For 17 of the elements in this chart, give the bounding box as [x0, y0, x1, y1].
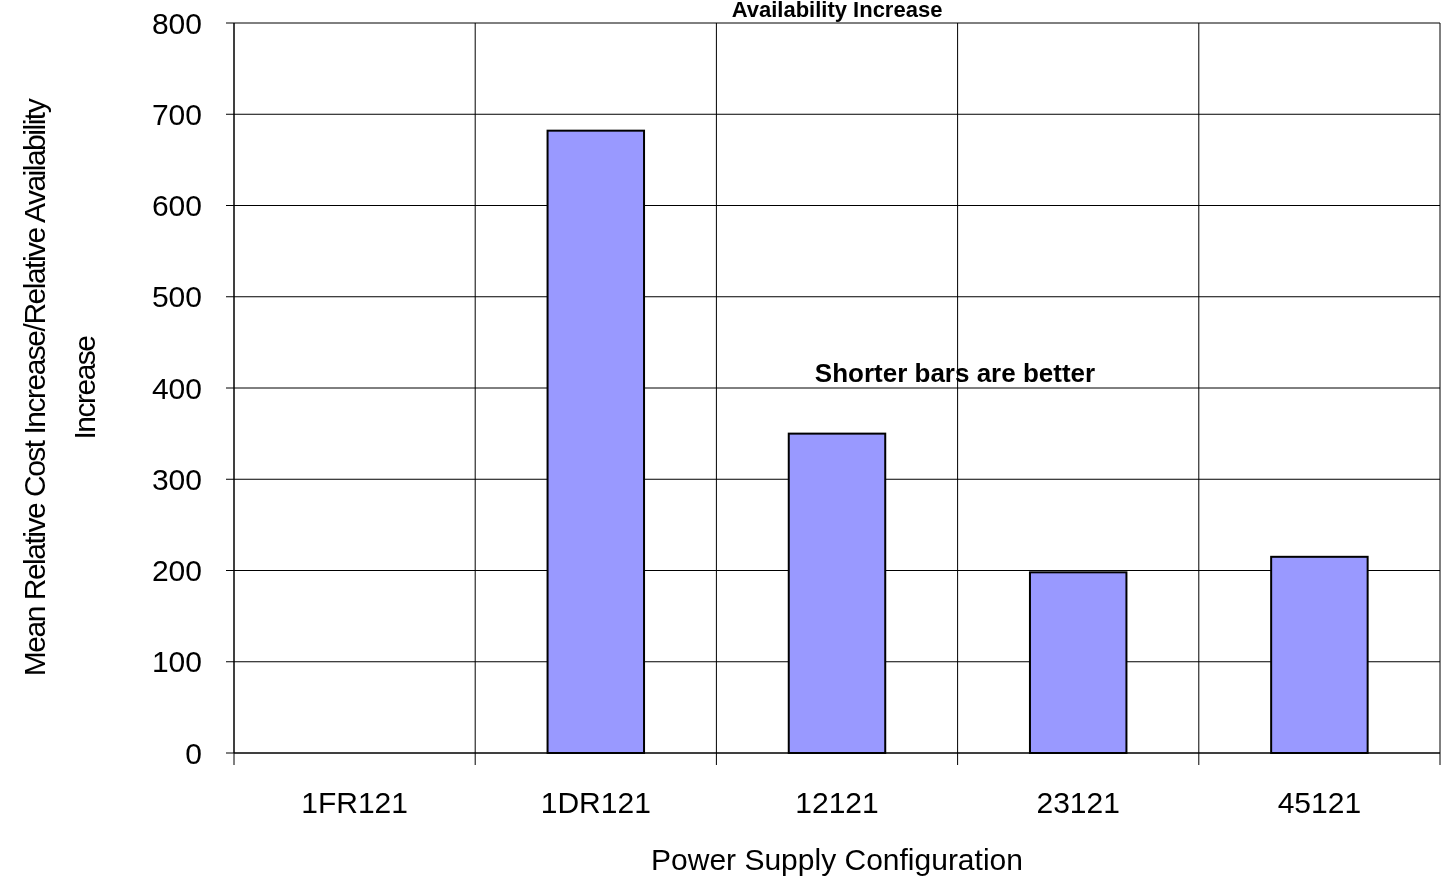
y-tick-label: 0	[185, 736, 202, 770]
y-tick-label: 300	[151, 462, 202, 496]
y-tick-label: 600	[151, 189, 202, 222]
y-tick-label: 800	[151, 6, 202, 40]
y-axis-title: Mean Relative Cost Increase/Relative Availability Increase	[18, 98, 101, 677]
y-tick-label: 400	[151, 371, 202, 405]
x-tick-label: 1FR121	[301, 786, 408, 819]
y-tick-label: 500	[151, 280, 202, 314]
chart-title: Availability Increase	[731, 0, 943, 22]
x-tick-label: 12121	[795, 786, 879, 819]
x-axis-title: Power Supply Configuration	[651, 843, 1023, 876]
x-tick-label: 23121	[1036, 786, 1120, 819]
y-tick-label: 700	[151, 97, 202, 131]
y-tick-label: 200	[151, 554, 202, 587]
x-tick-label: 1DR121	[540, 786, 651, 819]
x-tick-label: 45121	[1277, 786, 1362, 819]
y-tick-label: 100	[151, 645, 202, 679]
